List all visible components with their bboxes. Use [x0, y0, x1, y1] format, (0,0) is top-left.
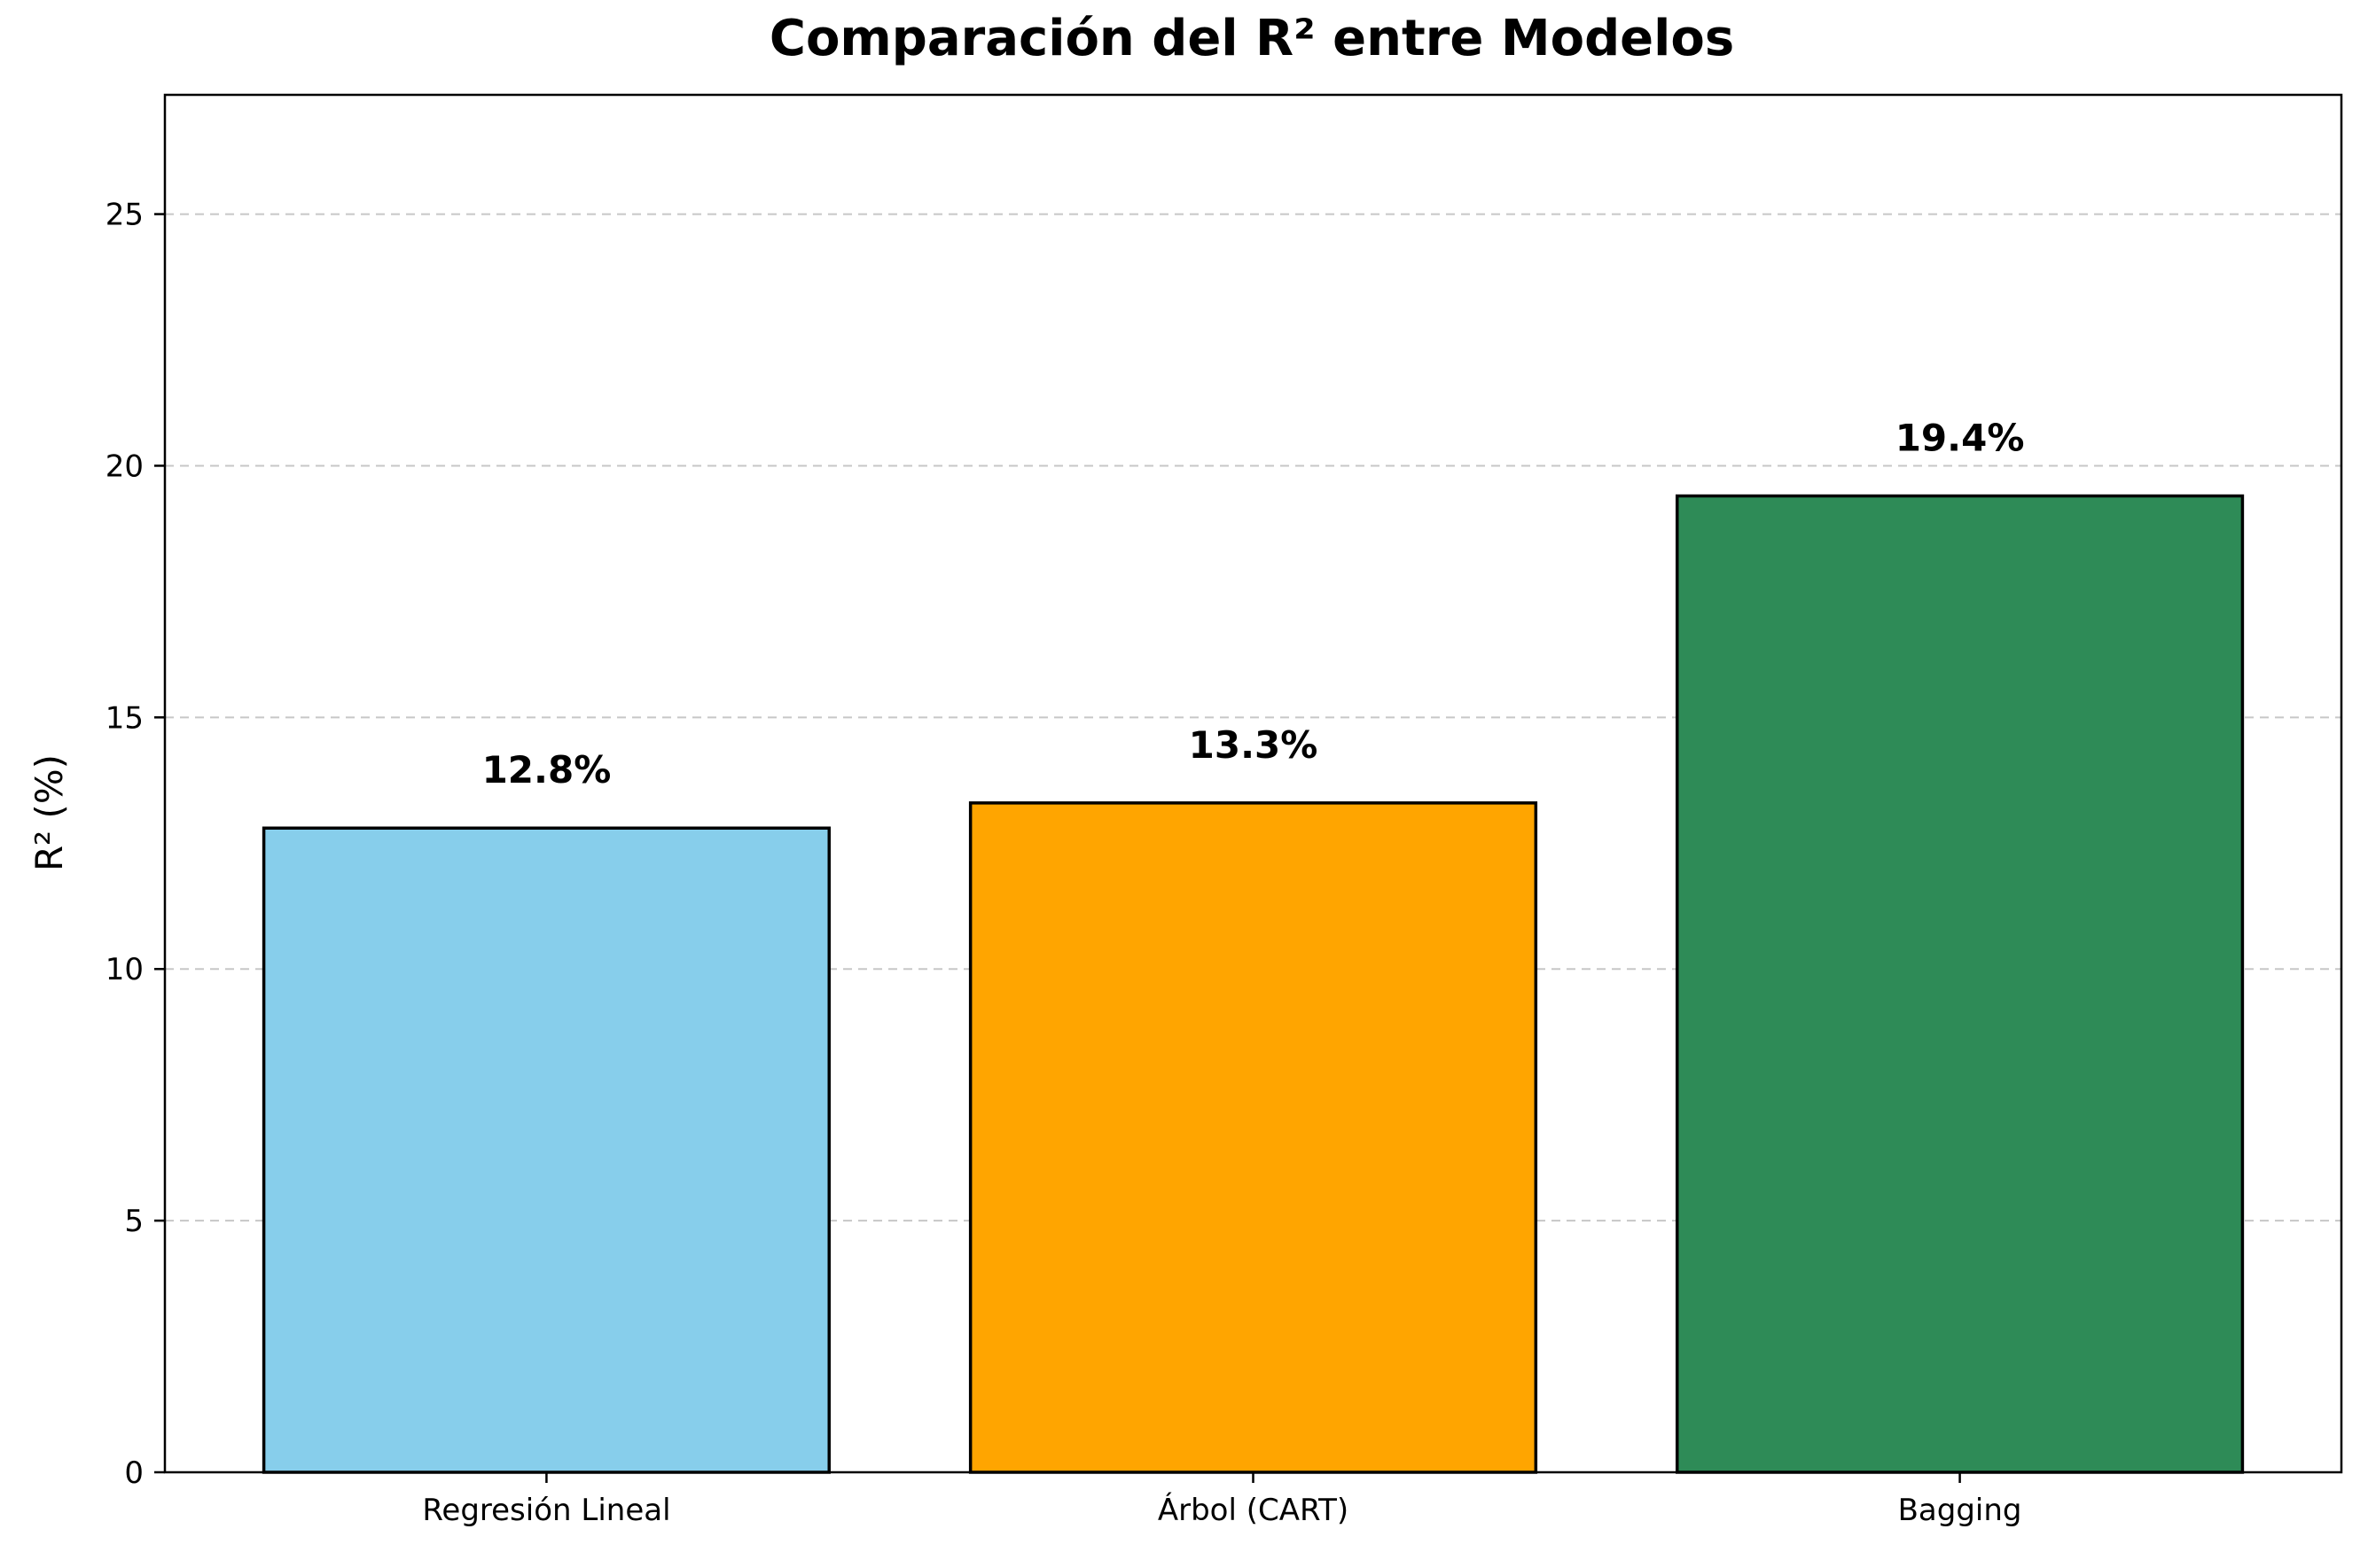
bars	[262, 494, 2245, 1474]
bar	[1675, 494, 2245, 1474]
y-tick-label: 15	[106, 700, 144, 736]
y-axis-label: R² (%)	[27, 754, 71, 871]
bar	[262, 826, 832, 1474]
bar-value-labels: 12.8% 13.3% 19.4%	[482, 416, 2025, 792]
y-tick-label: 10	[106, 952, 144, 987]
bar-value-label: 12.8%	[482, 748, 612, 792]
y-tick-label: 5	[124, 1204, 144, 1239]
x-axis-ticks: Regresión Lineal Árbol (CART) Bagging	[422, 1472, 2022, 1528]
y-axis-ticks: 0 5 10 15 20 25	[106, 198, 165, 1491]
y-tick-label: 25	[106, 198, 144, 233]
bar	[968, 801, 1538, 1474]
bar-value-label: 13.3%	[1189, 723, 1318, 767]
x-tick-label: Regresión Lineal	[422, 1493, 670, 1528]
bar-value-label: 19.4%	[1895, 416, 2025, 459]
chart-title: Comparación del R² entre Modelos	[770, 10, 1734, 67]
x-tick-label: Árbol (CART)	[1158, 1492, 1348, 1528]
y-tick-label: 20	[106, 449, 144, 484]
x-tick-label: Bagging	[1898, 1493, 2022, 1528]
y-tick-label: 0	[124, 1455, 144, 1491]
